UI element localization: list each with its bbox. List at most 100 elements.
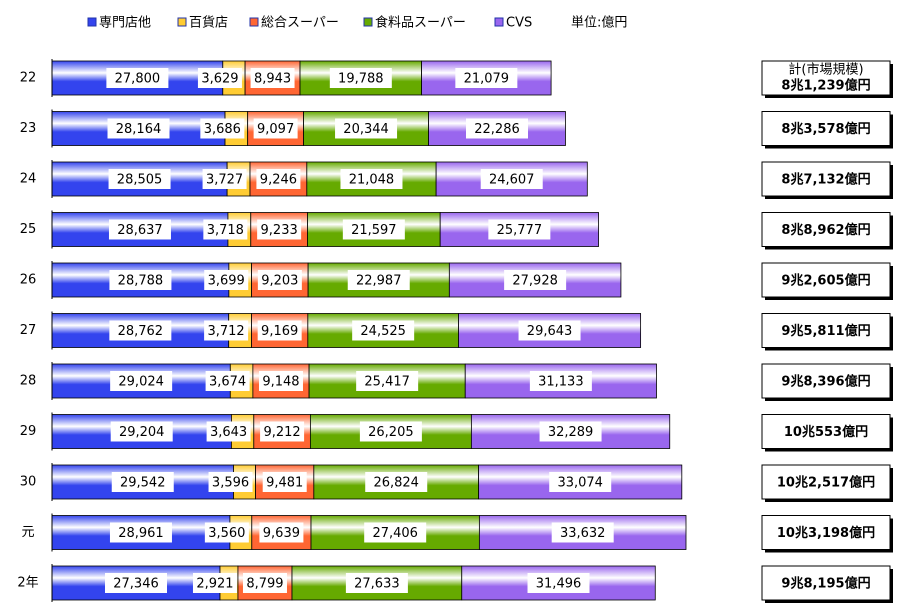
legend-swatch <box>177 17 187 27</box>
value-label: 21,597 <box>351 223 397 238</box>
value-label: 20,344 <box>343 122 389 137</box>
value-label-box <box>539 421 602 442</box>
value-label: 3,686 <box>204 122 241 137</box>
total-box <box>761 363 891 399</box>
value-label: 28,505 <box>117 173 163 188</box>
value-label: 27,406 <box>372 526 418 541</box>
total-label: 9兆5,811億円 <box>781 323 870 339</box>
value-label: 29,024 <box>118 375 164 390</box>
value-label: 9,169 <box>261 324 298 339</box>
value-label-box <box>329 68 392 88</box>
value-label: 21,048 <box>349 173 395 188</box>
value-label: 9,639 <box>263 526 300 541</box>
value-label: 9,097 <box>257 122 294 137</box>
value-label: 28,762 <box>118 324 164 339</box>
total-box <box>761 313 891 348</box>
value-label: 9,233 <box>261 223 298 238</box>
value-label-box <box>359 421 422 442</box>
legend-label: 百貨店 <box>189 15 228 31</box>
value-label: 32,289 <box>548 425 594 440</box>
value-label-box <box>262 472 307 492</box>
value-label-box <box>108 219 171 240</box>
value-label: 3,718 <box>207 223 244 238</box>
value-label: 3,712 <box>207 324 244 339</box>
value-label-box <box>256 169 301 189</box>
value-label-box <box>250 68 295 88</box>
value-label: 25,777 <box>497 223 543 238</box>
total-box <box>761 565 891 601</box>
value-label: 19,788 <box>338 72 384 87</box>
value-label: 28,164 <box>116 122 162 137</box>
value-label: 29,542 <box>120 476 166 491</box>
category-label: 27 <box>20 323 37 338</box>
value-label-box <box>527 573 590 593</box>
value-label: 22,987 <box>356 274 402 289</box>
value-label-box <box>204 270 249 290</box>
value-label: 31,133 <box>538 375 584 390</box>
legend-label: CVS <box>506 16 532 31</box>
value-label: 3,674 <box>209 375 246 390</box>
total-label: 8兆3,578億円 <box>781 121 870 137</box>
value-label-box <box>208 472 253 492</box>
value-label-box <box>109 270 172 290</box>
value-label: 27,346 <box>113 577 159 592</box>
total-label: 9兆2,605億円 <box>781 273 870 289</box>
total-box <box>761 161 891 197</box>
value-label-box <box>342 219 405 240</box>
total-label: 9兆8,195億円 <box>781 576 870 592</box>
value-label-box <box>260 421 305 442</box>
value-label: 3,560 <box>208 526 245 541</box>
total-label: 10兆3,198億円 <box>777 525 875 541</box>
legend-label: 総合スーパー <box>261 16 339 31</box>
value-label-box <box>529 371 592 391</box>
value-label: 3,727 <box>206 173 243 188</box>
value-label: 9,148 <box>262 375 299 390</box>
value-label-box <box>109 320 172 341</box>
value-label: 29,643 <box>527 324 573 339</box>
value-label-box <box>518 320 581 341</box>
category-label: 26 <box>20 273 37 288</box>
value-label: 8,943 <box>254 72 291 87</box>
legend-swatch <box>494 17 504 27</box>
value-label: 3,699 <box>208 274 245 289</box>
total-box <box>761 414 891 449</box>
value-label: 24,607 <box>489 173 535 188</box>
value-label-box <box>242 573 287 593</box>
value-label-box <box>110 371 173 391</box>
total-label: 10兆2,517億円 <box>777 475 875 491</box>
value-label: 27,633 <box>354 577 400 592</box>
value-label: 21,079 <box>464 72 510 87</box>
value-label: 22,286 <box>474 122 520 137</box>
value-label: 33,074 <box>557 476 603 491</box>
category-label: 24 <box>20 172 37 187</box>
unit-label: 単位:億円 <box>571 15 627 31</box>
value-label-box <box>345 573 408 593</box>
category-label: 元 <box>21 525 34 540</box>
total-label: 8兆7,132億円 <box>781 172 870 188</box>
category-label: 2年 <box>17 576 38 591</box>
value-label: 28,637 <box>117 223 163 238</box>
value-label-box <box>488 219 551 240</box>
total-box <box>761 111 891 146</box>
value-label: 2,921 <box>196 577 233 592</box>
legend-swatch <box>363 17 373 27</box>
value-label-box <box>204 522 249 543</box>
value-label-box <box>106 68 169 88</box>
value-label-box <box>258 371 303 391</box>
value-label-box <box>480 169 543 189</box>
value-label: 9,203 <box>261 274 298 289</box>
total-box <box>761 515 891 550</box>
value-label: 27,800 <box>115 72 161 87</box>
value-label-box <box>365 472 428 492</box>
category-label: 28 <box>20 374 37 389</box>
value-label-box <box>466 118 529 139</box>
value-label-box <box>340 169 403 189</box>
category-label: 23 <box>20 121 37 136</box>
value-label-box <box>200 118 245 139</box>
total-label: 8兆8,962億円 <box>781 222 870 238</box>
value-label-box <box>356 371 419 391</box>
value-label: 29,204 <box>119 425 165 440</box>
value-label-box <box>504 270 567 290</box>
value-label-box <box>206 421 251 442</box>
